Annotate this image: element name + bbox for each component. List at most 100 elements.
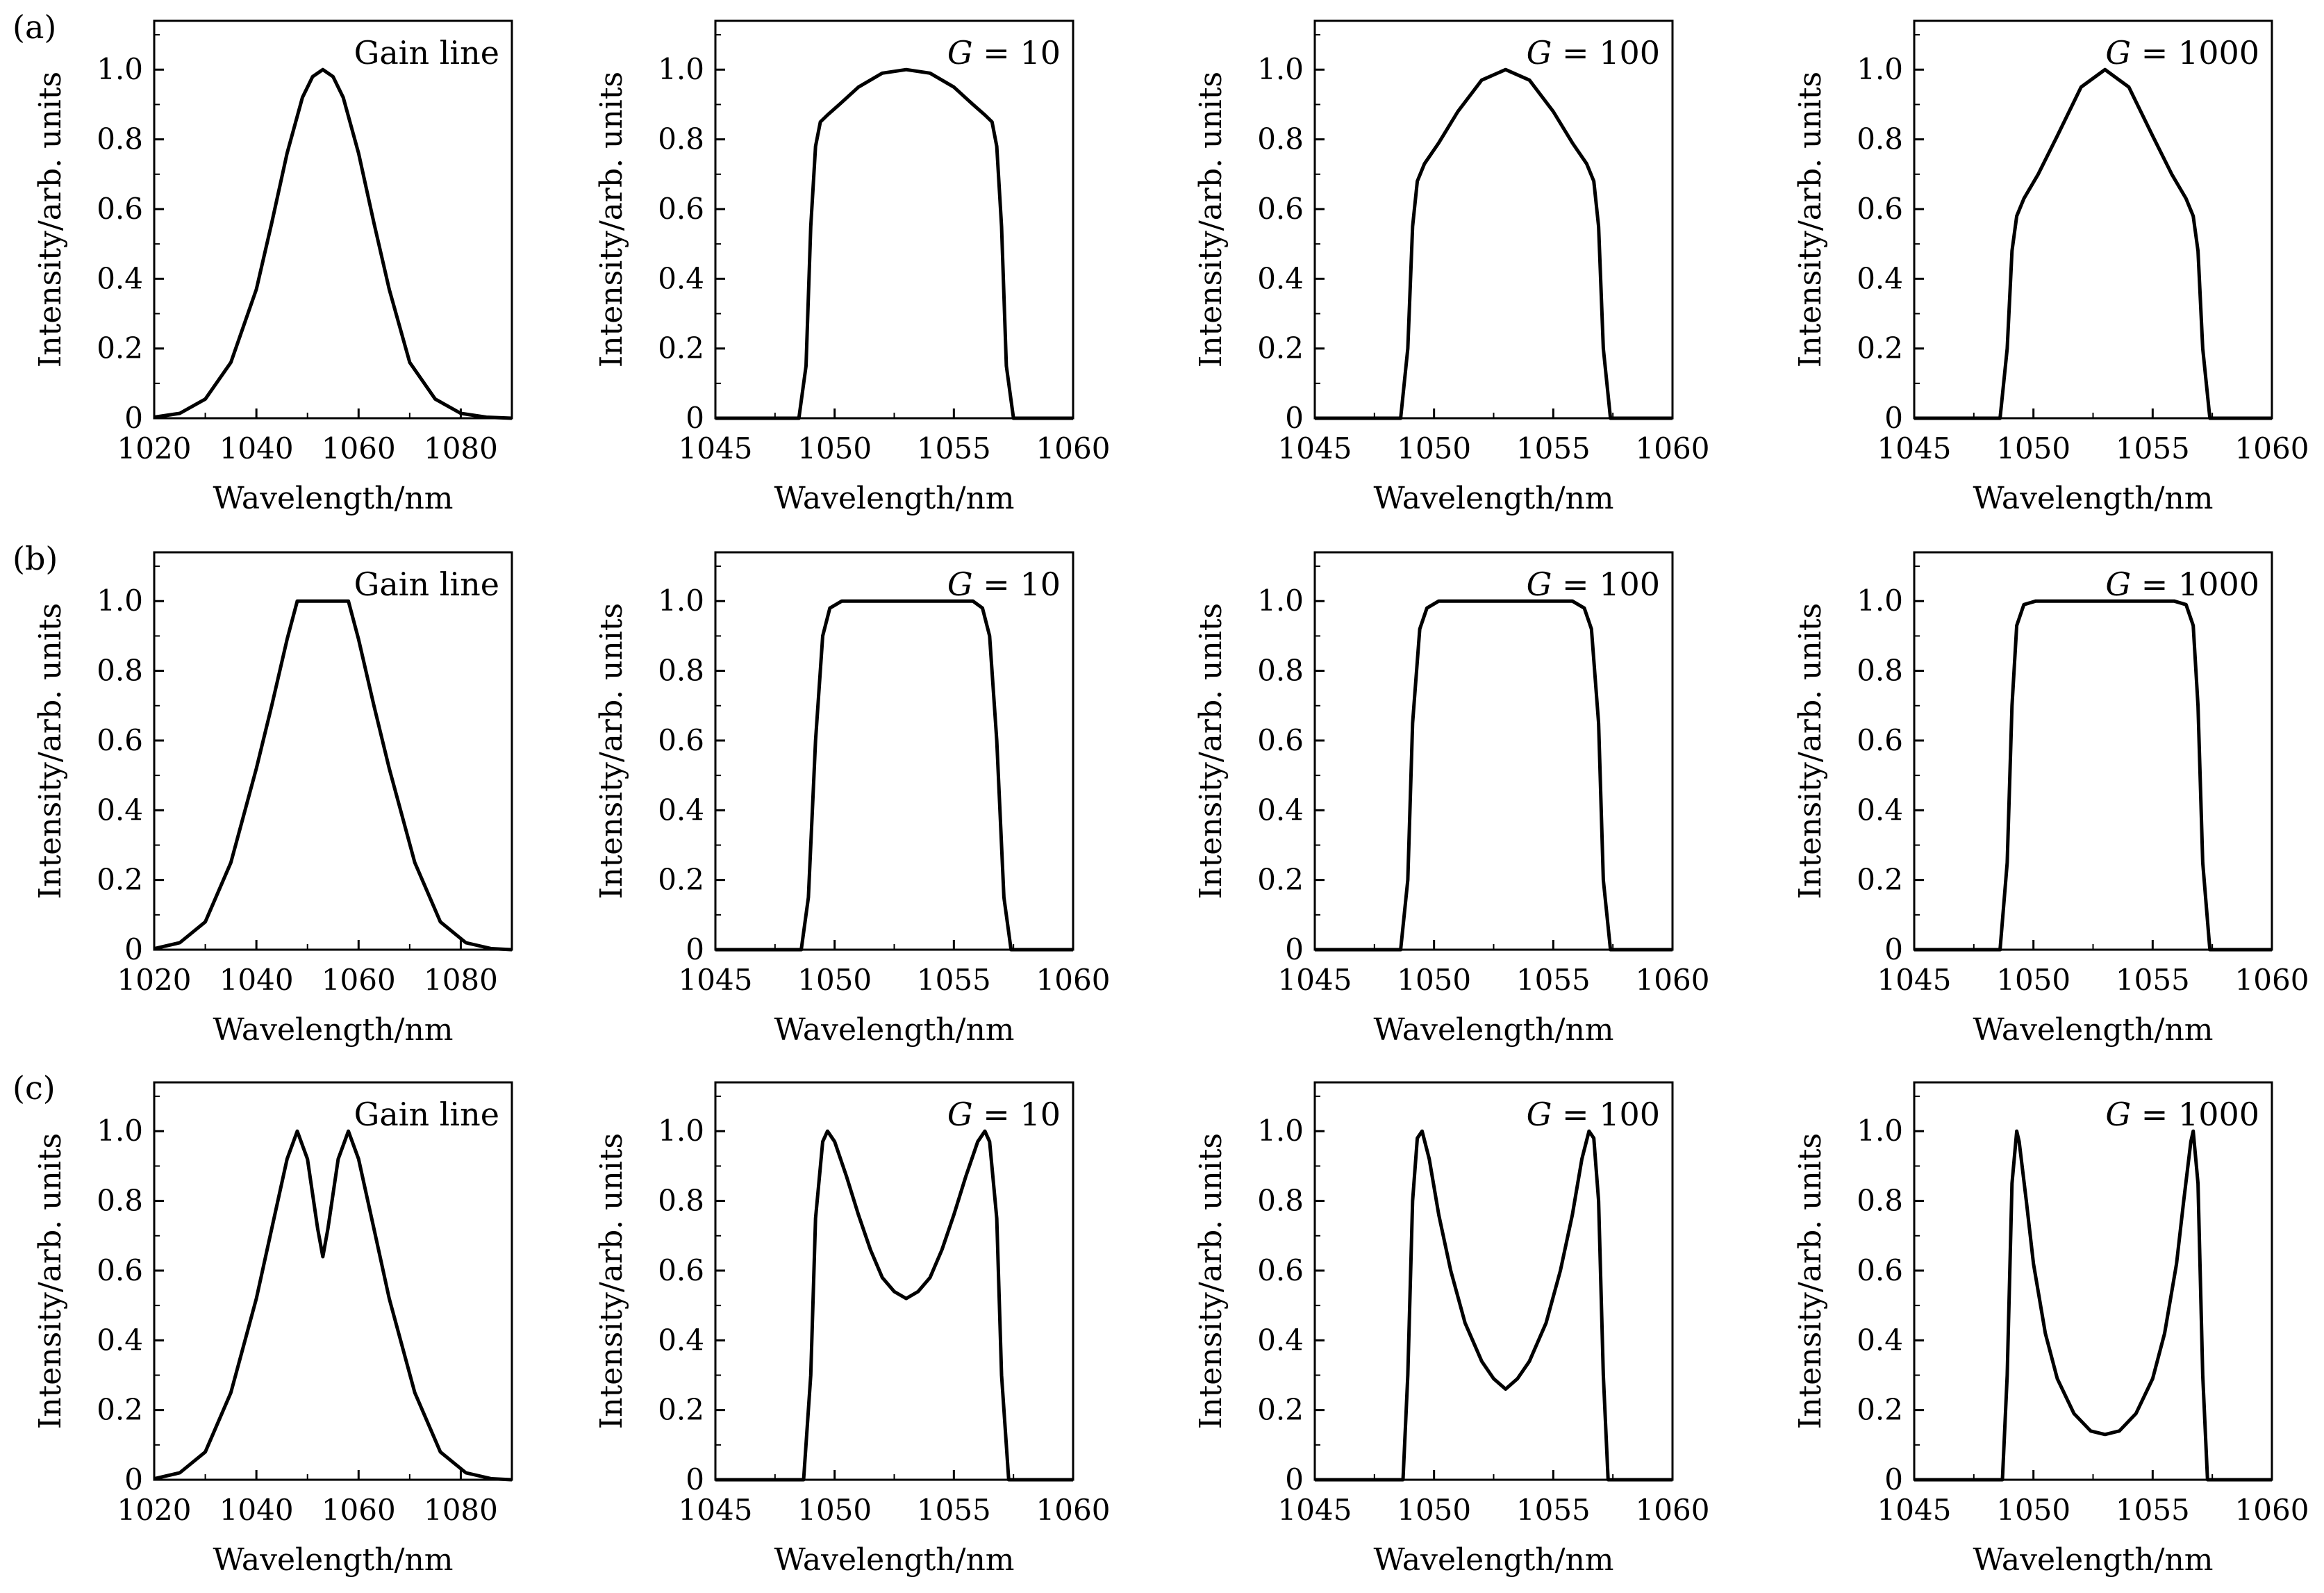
axes-frame — [1313, 1081, 1674, 1481]
panel-label: G = 100 — [1527, 566, 1660, 603]
y-tick-label: 0.8 — [658, 1184, 704, 1218]
y-tick-label: 0.6 — [1857, 192, 1903, 226]
series-line — [1914, 1129, 2272, 1482]
panel-label: G = 100 — [1527, 1096, 1660, 1133]
y-tick-label: 0.2 — [1857, 1393, 1903, 1427]
y-tick-label: 0.4 — [658, 1323, 704, 1357]
x-tick-label: 1045 — [679, 963, 753, 997]
x-tick-label: 1060 — [322, 1493, 396, 1527]
y-tick-label: 0.2 — [658, 331, 704, 365]
x-axis-label: Wavelength/nm — [1973, 1542, 2213, 1578]
chart-panel-c4: 0 0.2 0.4 0.6 0.8 1.0 1045 1050 1055 1060 Waveleng… — [1793, 1081, 2309, 1578]
x-tick-label: 1055 — [1516, 431, 1591, 465]
chart-panel-b3: 0 0.2 0.4 0.6 0.8 1.0 1045 1050 1055 1060 Waveleng… — [1193, 551, 1710, 1048]
x-tick-label: 1055 — [2116, 1493, 2190, 1527]
y-axis-label: Intensity/arb. units — [1793, 72, 1828, 368]
x-axis-label: Wavelength/nm — [213, 1012, 453, 1048]
y-tick-label: 0.6 — [1857, 723, 1903, 757]
y-tick-label: 1.0 — [1257, 584, 1304, 618]
y-tick-label: 0 — [124, 1462, 143, 1496]
x-tick-label: 1060 — [2235, 963, 2309, 997]
chart-panel-b4: 0 0.2 0.4 0.6 0.8 1.0 1045 1050 1055 1060 Waveleng… — [1793, 551, 2309, 1048]
y-tick-label: 0.4 — [658, 261, 704, 295]
y-tick-label: 0.2 — [97, 863, 143, 897]
x-tick-label: 1050 — [797, 431, 872, 465]
y-tick-label: 0 — [686, 401, 704, 435]
y-tick-label: 0.4 — [1857, 261, 1903, 295]
y-tick-label: 0.4 — [1257, 793, 1304, 827]
y-tick-label: 0 — [124, 932, 143, 966]
chart-panel-a2: 0 0.2 0.4 0.6 0.8 1.0 1045 1050 1055 1060 Waveleng… — [594, 19, 1110, 516]
y-axis-label: Intensity/arb. units — [1793, 603, 1828, 899]
y-axis-label: Intensity/arb. units — [594, 72, 629, 368]
series-line — [1315, 1129, 1673, 1482]
axes-frame — [153, 19, 513, 420]
axes-frame — [153, 1081, 513, 1481]
series-line — [1315, 599, 1673, 952]
y-tick-label: 0.4 — [97, 793, 143, 827]
x-tick-label: 1060 — [1636, 431, 1710, 465]
y-tick-label: 0.2 — [1257, 863, 1304, 897]
y-tick-label: 0.8 — [1857, 1184, 1903, 1218]
x-tick-label: 1060 — [322, 963, 396, 997]
series-line — [1914, 599, 2272, 952]
y-tick-label: 0.8 — [1257, 1184, 1304, 1218]
chart-panel-a1: 0 0.2 0.4 0.6 0.8 1.0 1020 1040 1060 1080 Waveleng… — [33, 19, 513, 516]
series-line — [715, 599, 1073, 952]
panel-label: Gain line — [354, 34, 499, 72]
y-tick-label: 0.4 — [1857, 1323, 1903, 1357]
y-axis-label: Intensity/arb. units — [33, 72, 68, 368]
y-tick-label: 0.4 — [97, 261, 143, 295]
y-tick-label: 1.0 — [1857, 584, 1903, 618]
series-line — [153, 599, 513, 952]
x-axis-label: Wavelength/nm — [213, 481, 453, 516]
y-tick-label: 0.8 — [97, 122, 143, 156]
row-label-c: (c) — [13, 1069, 56, 1107]
x-tick-label: 1045 — [1877, 1493, 1952, 1527]
y-tick-label: 1.0 — [97, 52, 143, 86]
x-axis-label: Wavelength/nm — [774, 1542, 1014, 1578]
chart-panel-a3: 0 0.2 0.4 0.6 0.8 1.0 1045 1050 1055 1060 Waveleng… — [1193, 19, 1710, 516]
y-axis-label: Intensity/arb. units — [1793, 1133, 1828, 1429]
y-tick-label: 0 — [1285, 401, 1304, 435]
x-axis-label: Wavelength/nm — [774, 481, 1014, 516]
x-tick-label: 1050 — [1397, 1493, 1471, 1527]
x-tick-label: 1060 — [322, 431, 396, 465]
series-line — [715, 1129, 1073, 1482]
x-axis-label: Wavelength/nm — [774, 1012, 1014, 1048]
x-tick-label: 1020 — [117, 1493, 192, 1527]
y-tick-label: 1.0 — [1257, 52, 1304, 86]
y-tick-label: 0 — [686, 932, 704, 966]
series-line — [153, 1129, 513, 1482]
x-tick-label: 1045 — [679, 431, 753, 465]
x-axis-label: Wavelength/nm — [1373, 1012, 1613, 1048]
axes-frame — [1913, 551, 2273, 951]
panel-label: G = 1000 — [2105, 566, 2259, 603]
y-tick-label: 1.0 — [1857, 1114, 1903, 1148]
x-tick-label: 1060 — [1636, 1493, 1710, 1527]
x-tick-label: 1045 — [1278, 963, 1352, 997]
y-tick-label: 0.2 — [658, 863, 704, 897]
x-axis-label: Wavelength/nm — [213, 1542, 453, 1578]
y-axis-label: Intensity/arb. units — [594, 603, 629, 899]
y-tick-label: 0.8 — [1857, 122, 1903, 156]
row-label-b: (b) — [13, 540, 58, 577]
x-tick-label: 1055 — [917, 963, 991, 997]
x-tick-label: 1055 — [917, 1493, 991, 1527]
y-tick-label: 1.0 — [658, 52, 704, 86]
y-tick-label: 0.6 — [97, 723, 143, 757]
y-tick-label: 0.4 — [1857, 793, 1903, 827]
x-tick-label: 1060 — [1636, 963, 1710, 997]
y-tick-label: 0.6 — [1257, 1253, 1304, 1287]
x-tick-label: 1050 — [797, 1493, 872, 1527]
y-tick-label: 0.2 — [97, 331, 143, 365]
x-tick-label: 1055 — [917, 431, 991, 465]
x-tick-label: 1045 — [1278, 1493, 1352, 1527]
y-tick-label: 0.6 — [97, 1253, 143, 1287]
x-tick-label: 1055 — [1516, 963, 1591, 997]
chart-panel-a4: 0 0.2 0.4 0.6 0.8 1.0 1045 1050 1055 1060 Waveleng… — [1793, 19, 2309, 516]
y-tick-label: 0.8 — [97, 1184, 143, 1218]
y-axis-label: Intensity/arb. units — [33, 1133, 68, 1429]
x-tick-label: 1060 — [2235, 1493, 2309, 1527]
panel-label: G = 1000 — [2105, 34, 2259, 72]
